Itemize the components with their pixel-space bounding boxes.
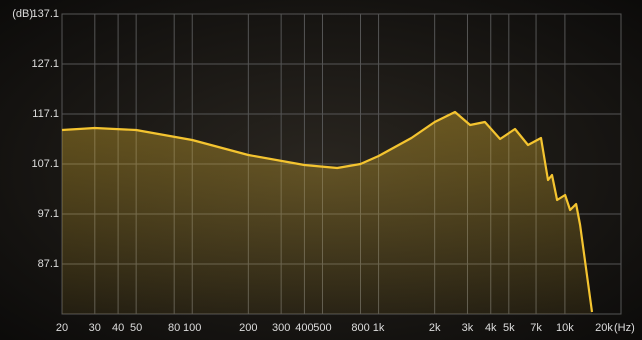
x-tick-label: 100	[183, 322, 201, 334]
x-tick-label: 20k	[595, 322, 613, 334]
y-tick-label: 87.1	[38, 258, 59, 270]
y-tick-label: 127.1	[31, 58, 59, 70]
y-tick-label: 97.1	[38, 208, 59, 220]
x-tick-label: 500	[313, 322, 331, 334]
x-tick-label: 5k	[503, 322, 515, 334]
x-tick-label: 400	[295, 322, 313, 334]
x-tick-label: 1k	[373, 322, 385, 334]
x-tick-label: 80	[168, 322, 180, 334]
response-line	[61, 110, 594, 313]
x-tick-label: 7k	[530, 322, 542, 334]
x-tick-label: 20	[56, 322, 68, 334]
y-unit: (dB)	[12, 8, 33, 20]
x-tick-label: 4k	[485, 322, 497, 334]
x-tick-label: 50	[130, 322, 142, 334]
x-unit: (Hz)	[614, 322, 635, 334]
x-tick-label: 800	[351, 322, 369, 334]
x-tick-label: 40	[112, 322, 124, 334]
x-tick-label: 10k	[556, 322, 574, 334]
area-fill	[62, 112, 592, 314]
y-tick-label: 117.1	[32, 108, 59, 120]
x-tick-label: 30	[89, 322, 101, 334]
x-tick-label: 2k	[429, 322, 441, 334]
x-tick-label: 300	[272, 322, 290, 334]
y-tick-label: 107.1	[31, 158, 59, 170]
y-tick-label: 137.1	[31, 8, 59, 20]
x-tick-label: 3k	[462, 322, 474, 334]
x-tick-label: 200	[239, 322, 257, 334]
